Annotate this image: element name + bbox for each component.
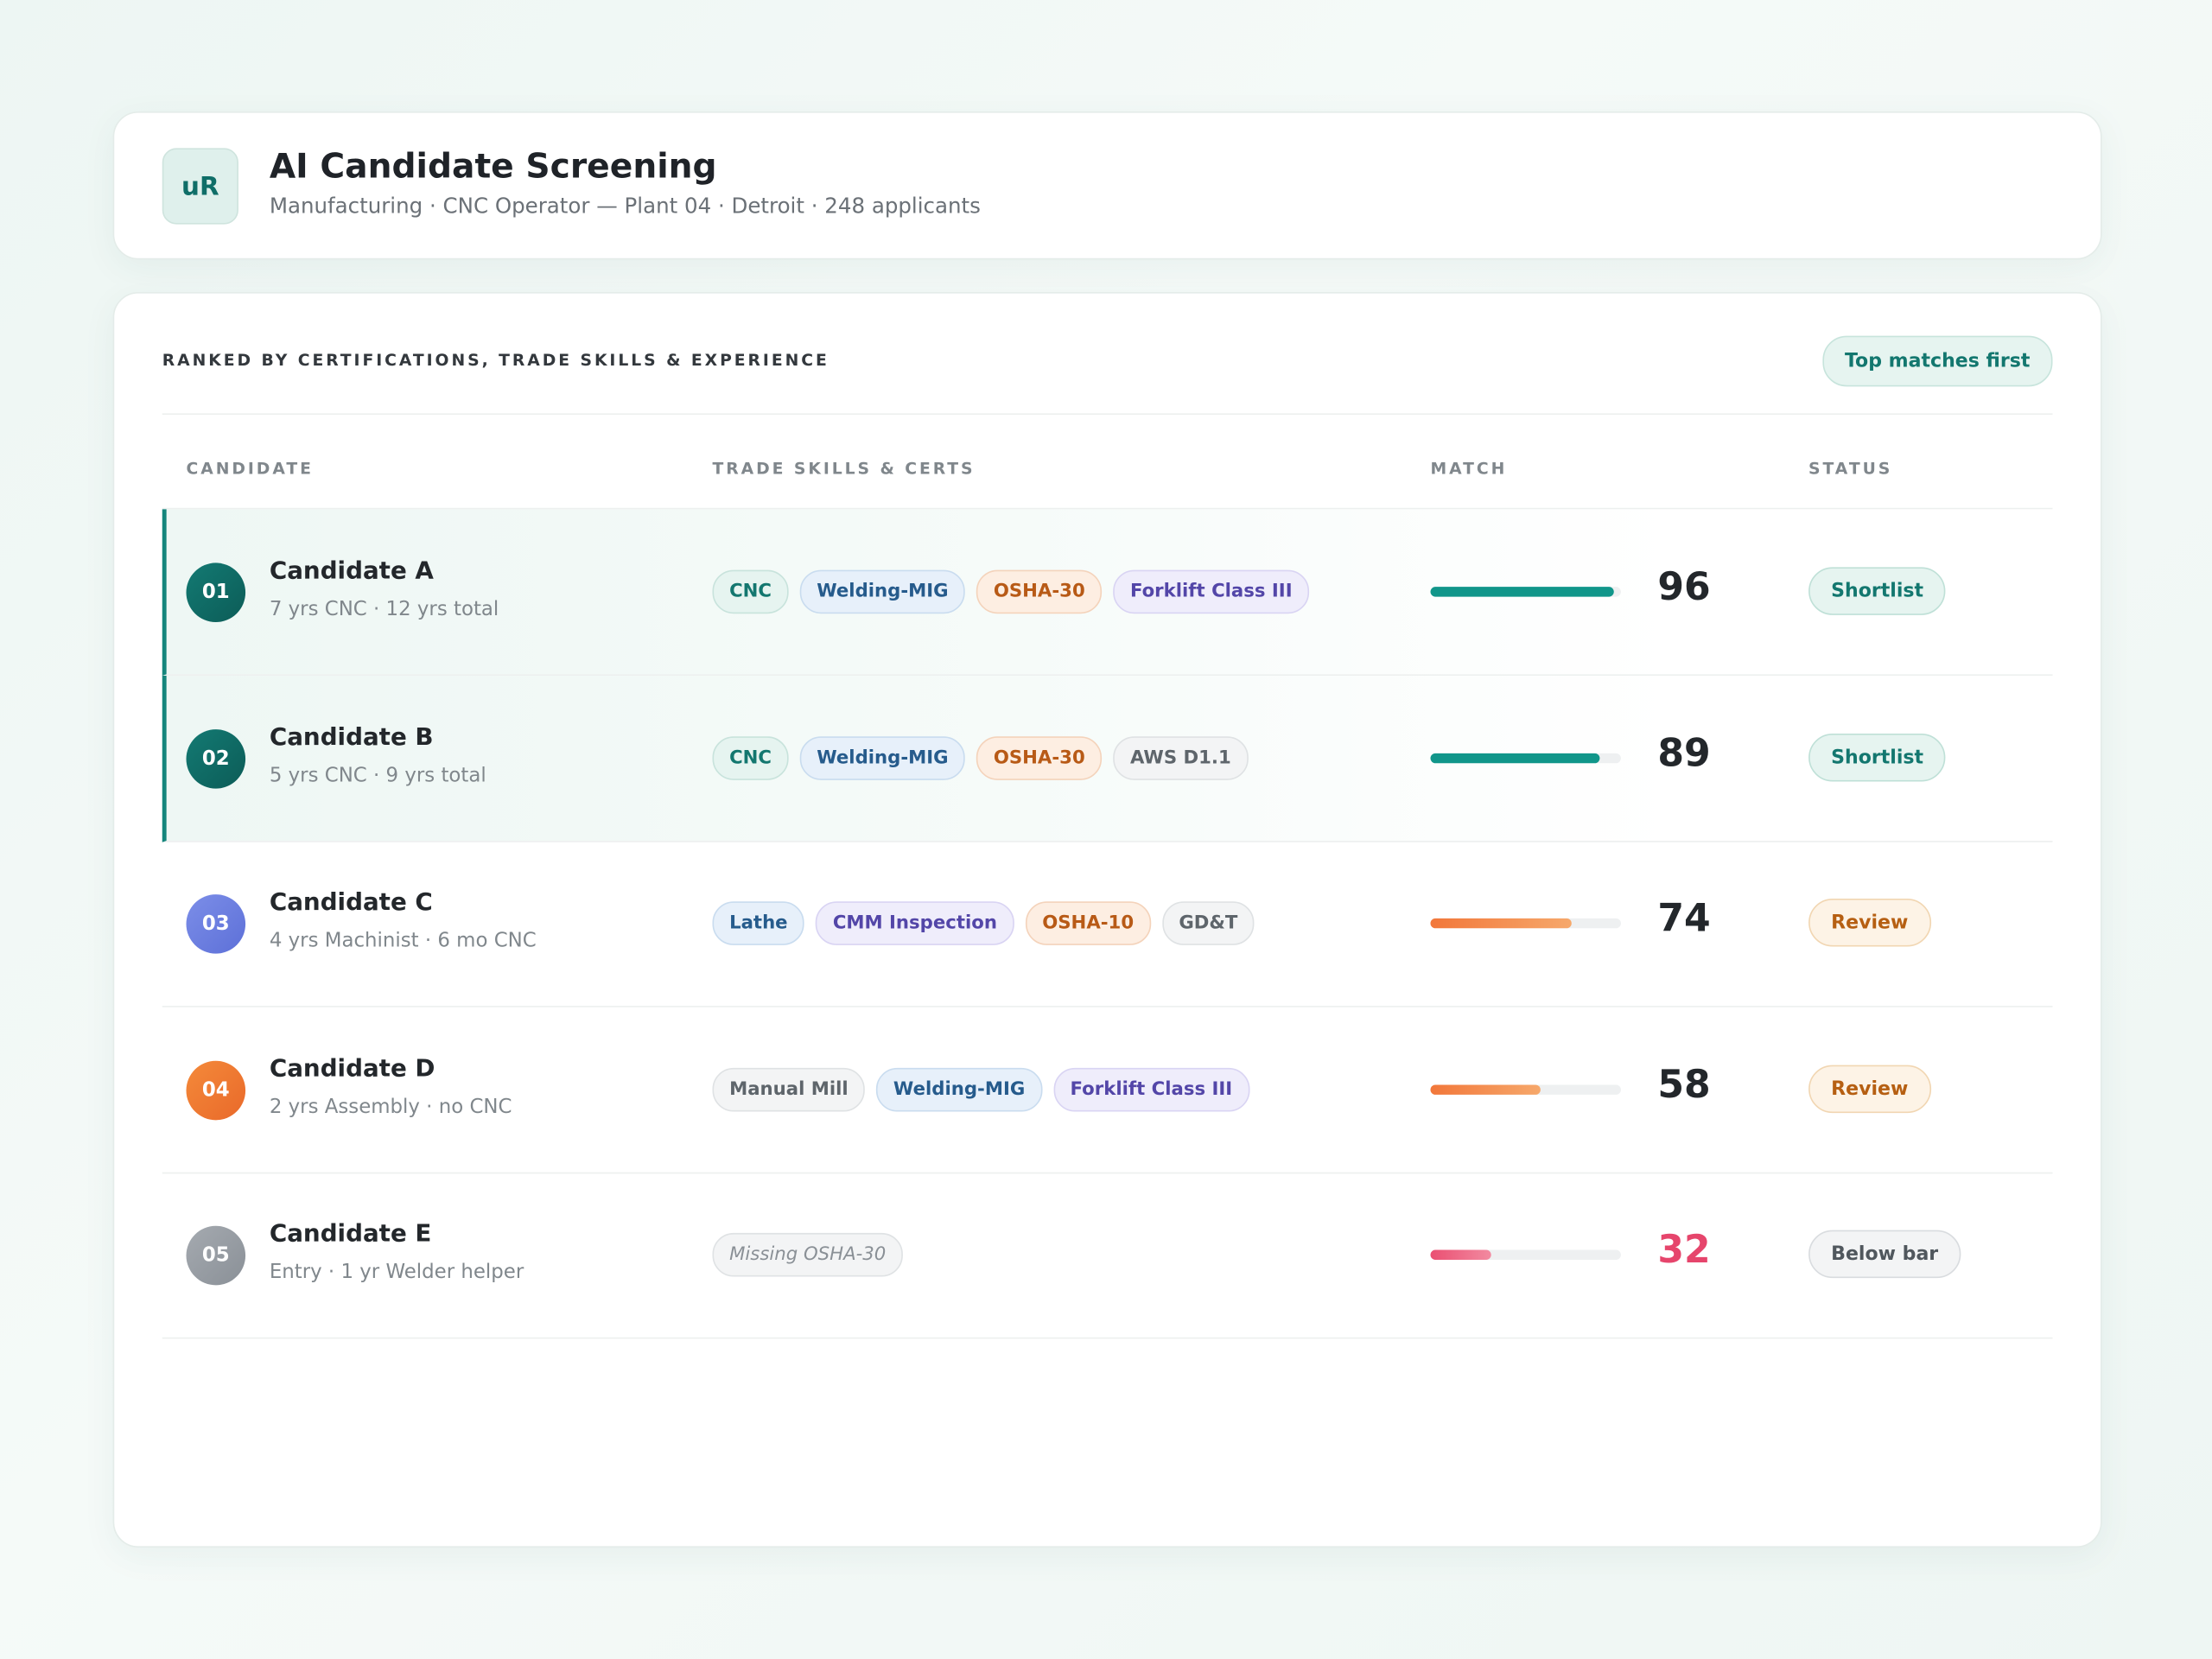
skill-chip: Welding-MIG (799, 735, 966, 780)
rank-badge: 04 (186, 1060, 246, 1120)
candidate-detail: 5 yrs CNC · 9 yrs total (269, 764, 486, 787)
match-track (1430, 753, 1621, 763)
rank-badge: 03 (186, 894, 246, 954)
skill-list: Missing OSHA-30 (712, 1233, 903, 1278)
match-score: 74 (1657, 897, 1711, 942)
skill-chip: CNC (712, 735, 789, 780)
candidate-detail: Entry · 1 yr Welder helper (269, 1262, 524, 1285)
column-header: STATUS (1808, 458, 1893, 479)
status-pill: Review (1808, 1065, 1931, 1113)
skill-chip: Forklift Class III (1052, 1067, 1249, 1112)
rank-badge: 02 (186, 728, 246, 788)
column-header: MATCH (1430, 458, 1508, 479)
candidate-name: Candidate E (269, 1220, 432, 1249)
candidate-name: Candidate B (269, 722, 434, 752)
skill-list: Manual Mill Welding-MIG Forklift Class III (712, 1067, 1249, 1112)
candidate-row: 01 Candidate A 7 yrs CNC · 12 yrs total CNC… (162, 509, 2053, 677)
skill-list: CNC Welding-MIG OSHA-30 AWS D1.1 (712, 735, 1249, 780)
match-bar (1430, 1084, 1541, 1095)
match-bar (1430, 1250, 1492, 1261)
skill-list: Lathe CMM Inspection OSHA-10 GD&T (712, 901, 1255, 946)
status-pill: Below bar (1808, 1230, 1961, 1279)
rank-badge: 01 (186, 563, 246, 622)
skill-chip: CNC (712, 569, 789, 614)
candidate-name: Candidate C (269, 888, 433, 918)
match-bar (1430, 753, 1600, 763)
header-card: uR AI Candidate Screening Manufacturing … (112, 111, 2102, 260)
skill-chip: GD&T (1161, 901, 1255, 946)
match-track (1430, 587, 1621, 597)
divider (162, 507, 2053, 510)
page-subtitle: Manufacturing · CNC Operator — Plant 04 … (269, 193, 981, 219)
match-score: 32 (1657, 1229, 1711, 1274)
match-score: 96 (1657, 565, 1711, 610)
divider (162, 413, 2053, 415)
skill-chip: Lathe (712, 901, 805, 946)
rank-badge: 05 (186, 1226, 246, 1286)
candidate-row: 04 Candidate D 2 yrs Assembly · no CNC Manu… (162, 1007, 2053, 1174)
match-bar (1430, 587, 1614, 597)
candidate-name: Candidate A (269, 556, 434, 586)
skill-chip: Manual Mill (712, 1067, 866, 1112)
skill-chip: OSHA-10 (1025, 901, 1151, 946)
status-pill: Review (1808, 899, 1931, 947)
candidate-detail: 2 yrs Assembly · no CNC (269, 1096, 512, 1119)
skill-chip: OSHA-30 (976, 735, 1103, 780)
column-header: CANDIDATE (186, 458, 314, 479)
match-track (1430, 918, 1621, 929)
candidate-detail: 4 yrs Machinist · 6 mo CNC (269, 930, 537, 953)
skill-chip: OSHA-30 (976, 569, 1103, 614)
skill-chip: Welding-MIG (876, 1067, 1042, 1112)
column-header: TRADE SKILLS & CERTS (712, 458, 976, 479)
status-pill: Shortlist (1808, 567, 1947, 615)
match-bar (1430, 918, 1572, 929)
skill-chip: Missing OSHA-30 (712, 1233, 903, 1278)
status-pill: Shortlist (1808, 733, 1947, 781)
skill-chip: CMM Inspection (816, 901, 1014, 946)
candidate-row: 05 Candidate E Entry · 1 yr Welder helper M… (162, 1173, 2053, 1340)
skill-chip: Forklift Class III (1113, 569, 1310, 614)
match-score: 58 (1657, 1063, 1711, 1108)
section-heading: RANKED BY CERTIFICATIONS, TRADE SKILLS &… (162, 349, 830, 370)
skill-list: CNC Welding-MIG OSHA-30 Forklift Class III (712, 569, 1310, 614)
logo: uR (162, 148, 238, 225)
candidate-row: 02 Candidate B 5 yrs CNC · 9 yrs total CNC W… (162, 675, 2053, 842)
candidate-row: 03 Candidate C 4 yrs Machinist · 6 mo CNC L… (162, 841, 2053, 1008)
candidate-detail: 7 yrs CNC · 12 yrs total (269, 598, 499, 621)
candidate-name: Candidate D (269, 1054, 435, 1084)
match-score: 89 (1657, 731, 1711, 776)
skill-chip: AWS D1.1 (1113, 735, 1249, 780)
table-card: RANKED BY CERTIFICATIONS, TRADE SKILLS &… (112, 291, 2102, 1548)
match-track (1430, 1084, 1621, 1095)
page-title: AI Candidate Screening (269, 146, 717, 187)
sort-button[interactable]: Top matches first (1821, 335, 2053, 387)
skill-chip: Welding-MIG (799, 569, 966, 614)
match-track (1430, 1250, 1621, 1261)
